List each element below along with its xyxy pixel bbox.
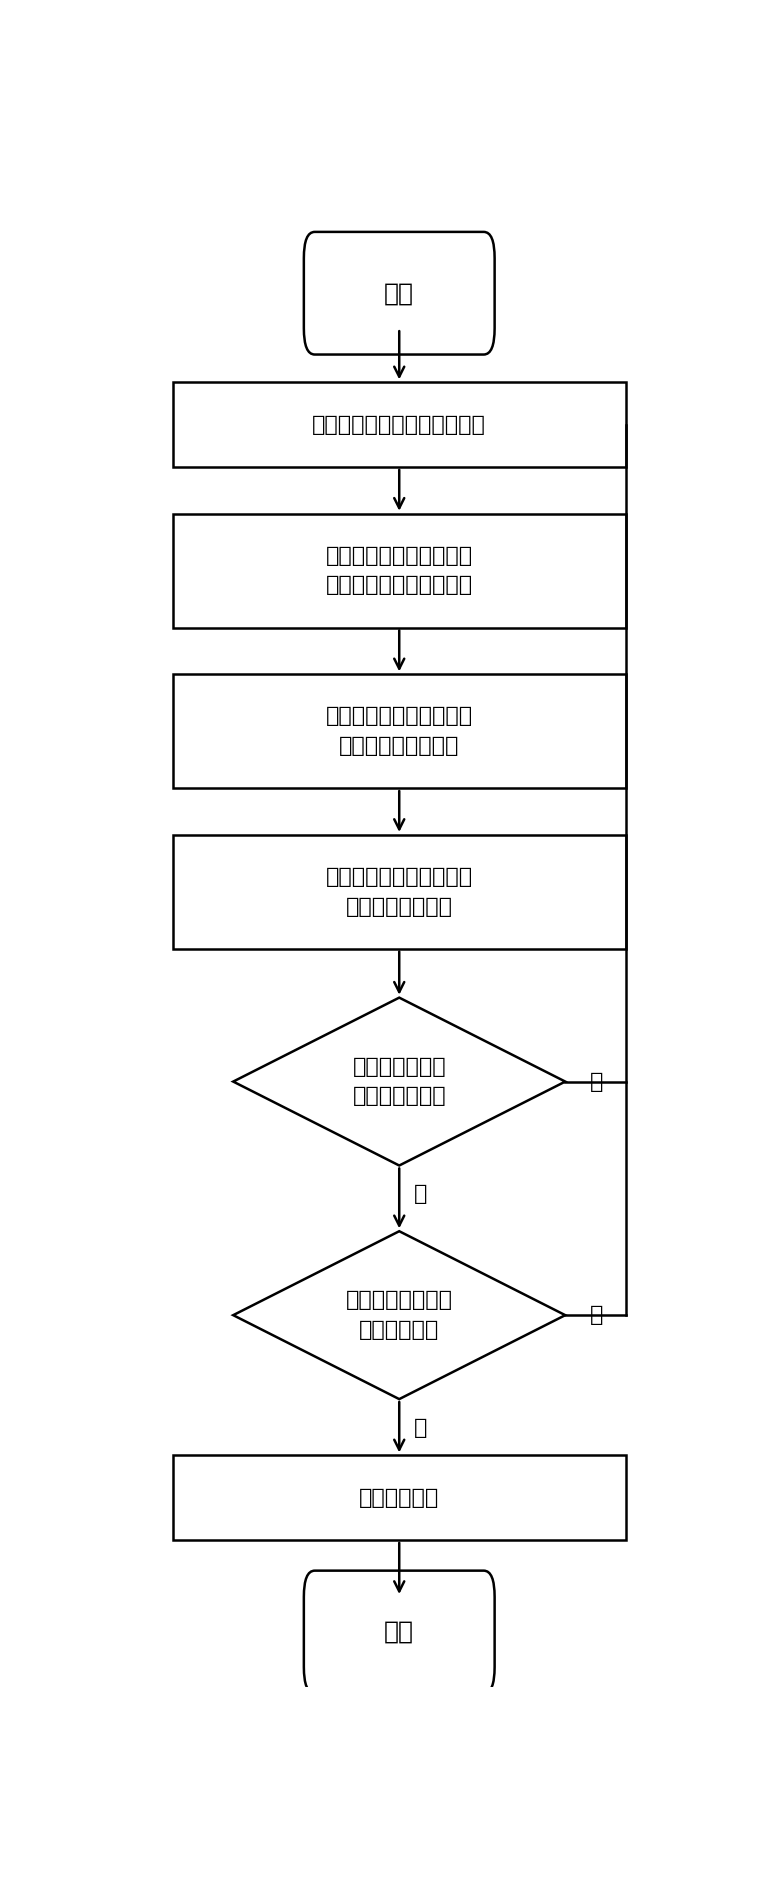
Text: 是否连续三次大于
保护整定值？: 是否连续三次大于 保护整定值？ bbox=[346, 1291, 453, 1340]
Text: 是: 是 bbox=[414, 1183, 427, 1204]
Text: 是: 是 bbox=[414, 1418, 427, 1437]
Text: 对电流波形数据进行异常
值检测和平均值修正处理: 对电流波形数据进行异常 值检测和平均值修正处理 bbox=[326, 546, 473, 595]
Text: 结束: 结束 bbox=[384, 1619, 414, 1644]
FancyBboxPatch shape bbox=[304, 231, 495, 355]
Bar bbox=[173, 1456, 626, 1540]
Text: 检测线路故障: 检测线路故障 bbox=[359, 1488, 439, 1507]
Polygon shape bbox=[233, 1231, 566, 1399]
Text: 计算线路两侧各相电流波
形之间的邻域距离: 计算线路两侧各相电流波 形之间的邻域距离 bbox=[326, 866, 473, 916]
FancyBboxPatch shape bbox=[304, 1570, 495, 1693]
Bar bbox=[173, 514, 626, 628]
Bar bbox=[173, 834, 626, 948]
Bar bbox=[173, 383, 626, 466]
Text: 对剔除异常数据的电流采
样值进行归一化处理: 对剔除异常数据的电流采 样值进行归一化处理 bbox=[326, 707, 473, 757]
Text: 各邻域距离是否
大于保护阈值？: 各邻域距离是否 大于保护阈值？ bbox=[352, 1056, 446, 1107]
Text: 开始: 开始 bbox=[384, 281, 414, 305]
Text: 否: 否 bbox=[590, 1304, 603, 1325]
Text: 提取线路两侧三相电流值波形: 提取线路两侧三相电流值波形 bbox=[312, 415, 486, 434]
Polygon shape bbox=[233, 997, 566, 1166]
Bar bbox=[173, 675, 626, 789]
Text: 否: 否 bbox=[590, 1071, 603, 1092]
